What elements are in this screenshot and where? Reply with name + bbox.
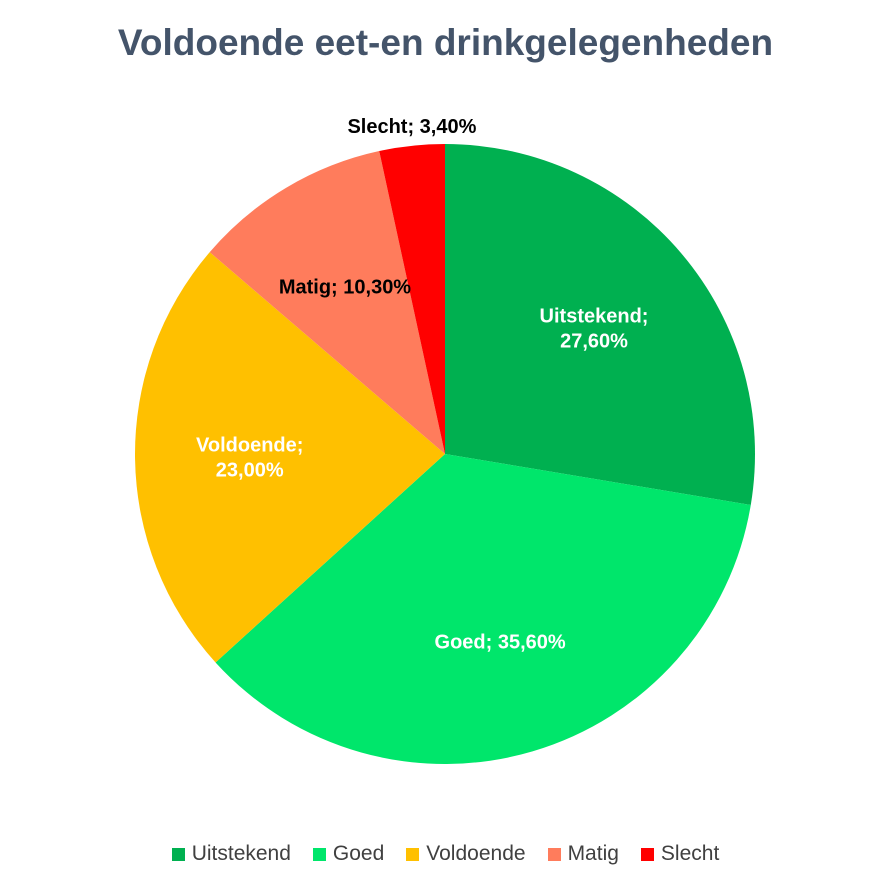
- legend-item-uitstekend: Uitstekend: [171, 842, 291, 866]
- chart-title: Voldoende eet-en drinkgelegenheden: [117, 22, 774, 63]
- pie-slice-voldoende: [135, 252, 445, 663]
- legend-item-goed: Goed: [312, 842, 385, 866]
- data-label-matig: Matig; 10,30%: [279, 276, 411, 298]
- legend-item-slecht: Slecht: [640, 842, 720, 866]
- legend-label: Goed: [332, 842, 385, 865]
- pie-slice-matig: [209, 151, 445, 454]
- legend-label: Slecht: [660, 842, 720, 865]
- pie-slice-goed: [215, 454, 751, 764]
- legend-swatch: [406, 847, 420, 861]
- legend-swatch: [640, 847, 654, 861]
- legend-label: Voldoende: [426, 842, 526, 865]
- legend-swatch: [312, 847, 326, 861]
- legend-swatch: [547, 847, 561, 861]
- legend-item-voldoende: Voldoende: [406, 842, 526, 866]
- data-label-goed: Goed; 35,60%: [435, 631, 566, 653]
- pie-slice-uitstekend: [445, 144, 755, 505]
- chart-legend: Uitstekend Goed Voldoende Matig Slecht: [0, 842, 891, 866]
- data-label-voldoende: Voldoende; 23,00%: [196, 434, 303, 481]
- legend-swatch: [171, 847, 185, 861]
- legend-label: Uitstekend: [191, 842, 291, 865]
- legend-label: Matig: [567, 842, 619, 865]
- pie-slices: [135, 144, 755, 764]
- pie-data-labels: Uitstekend; 27,60% Goed; 35,60% Voldoende; 2…: [196, 116, 648, 654]
- data-label-uitstekend: Uitstekend; 27,60%: [540, 305, 649, 352]
- legend-item-matig: Matig: [547, 842, 619, 866]
- pie-slice-slecht: [379, 144, 445, 454]
- data-label-slecht: Slecht; 3,40%: [347, 116, 476, 138]
